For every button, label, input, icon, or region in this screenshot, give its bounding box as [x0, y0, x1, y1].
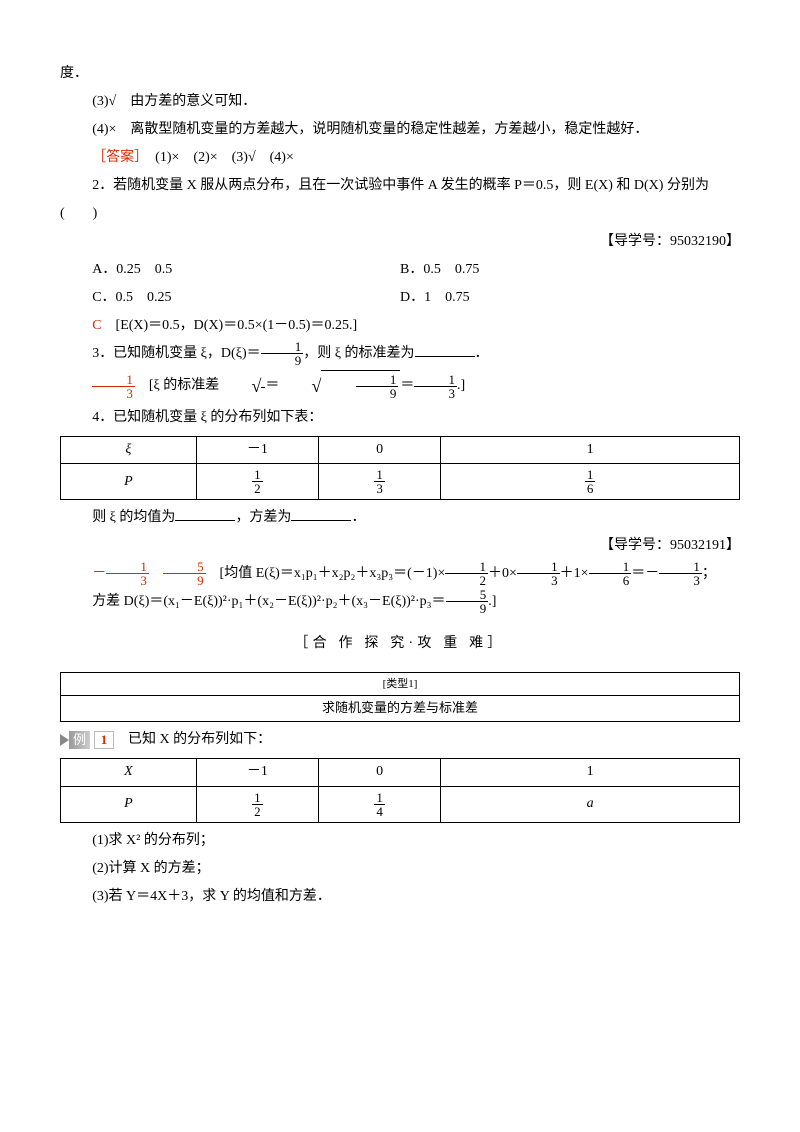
- fraction: 13: [659, 560, 702, 587]
- subquestion-3: (3)若 Y＝4X＋3，求 Y 的均值和方差．: [60, 883, 740, 911]
- table-row: 求随机变量的方差与标准差: [61, 696, 740, 722]
- example-label: 例: [69, 731, 90, 749]
- cell: 14: [319, 786, 441, 822]
- distribution-table-2: X －1 0 1 P 12 14 a: [60, 758, 740, 822]
- sqrt-1-9: √19: [279, 368, 400, 404]
- blank: [291, 506, 351, 521]
- options-row-1: A．0.25 0.5 B．0.5 0.75: [60, 256, 740, 284]
- fraction: 13: [517, 560, 560, 587]
- blank: [175, 506, 235, 521]
- table-row: X －1 0 1: [61, 759, 740, 786]
- subquestion-1: (1)求 X² 的分布列；: [60, 827, 740, 855]
- a4-b: ＋0×: [488, 566, 517, 581]
- cell-p: P: [61, 786, 197, 822]
- a3-part-d: .]: [457, 378, 465, 393]
- answer-line: ［答案］ (1)× (2)× (3)√ (4)×: [60, 144, 740, 172]
- cell: －1: [196, 759, 318, 786]
- sqrt-d-xi: √: [219, 368, 265, 404]
- example-number: 1: [94, 731, 114, 749]
- a4-e: ；: [702, 566, 716, 581]
- a4-c: ＋1×: [560, 566, 589, 581]
- fraction: 12: [445, 560, 488, 587]
- a3-part-a: [ξ 的标准差: [135, 378, 219, 393]
- question-4b: 则 ξ 的均值为 ，方差为 ．: [60, 504, 740, 532]
- option-d: D．1 0.75: [400, 284, 740, 312]
- table-row: ξ －1 0 1: [61, 437, 740, 464]
- q3-part-b: ，则 ξ 的标准差为: [303, 346, 414, 361]
- text-line: (3)√ 由方差的意义可知．: [60, 88, 740, 116]
- type-label-cell: [类型1]: [61, 673, 740, 696]
- table-row: [类型1]: [61, 673, 740, 696]
- a4-var-a: 方差 D(ξ)＝(x₁－E(ξ))²·p₁＋(x₂－E(ξ))²·p₂＋(x₃－…: [92, 594, 445, 609]
- example-1-header: 例 1 已知 X 的分布列如下：: [60, 726, 740, 754]
- fraction-1-3-red: 13: [92, 373, 135, 400]
- arrow-icon: [60, 734, 69, 746]
- cell: 12: [196, 464, 318, 500]
- a3-part-b: ＝: [265, 378, 279, 393]
- question-3: 3．已知随机变量 ξ，D(ξ)＝19，则 ξ 的标准差为 ．: [60, 340, 740, 368]
- cell: 12: [196, 786, 318, 822]
- answer-4-mean: －13 59 [均值 E(ξ)＝x₁p₁＋x₂p₂＋x₃p₃＝(－1)×12＋0…: [60, 560, 740, 588]
- example-text: 已知 X 的分布列如下：: [114, 726, 271, 754]
- cell: 16: [441, 464, 740, 500]
- section-heading: ［合 作 探 究·攻 重 难］: [60, 630, 740, 658]
- cell: 1: [441, 437, 740, 464]
- answer-4-var: 方差 D(ξ)＝(x₁－E(ξ))²·p₁＋(x₂－E(ξ))²·p₂＋(x₃－…: [60, 588, 740, 616]
- cell: 13: [319, 464, 441, 500]
- cell: －1: [196, 437, 318, 464]
- table-row: P 12 13 16: [61, 464, 740, 500]
- option-a: A．0.25 0.5: [60, 256, 400, 284]
- answer-3: 13 [ξ 的标准差√＝√19＝13.]: [60, 368, 740, 404]
- answer-body: (1)× (2)× (3)√ (4)×: [141, 150, 294, 165]
- q3-part-a: 3．已知随机变量 ξ，D(ξ)＝: [92, 346, 260, 361]
- cell-x: X: [61, 759, 197, 786]
- a4-d: ＝－: [631, 566, 659, 581]
- fraction-1-3: 13: [414, 373, 457, 400]
- type-box-table: [类型1] 求随机变量的方差与标准差: [60, 672, 740, 722]
- q4b-b: ，方差为: [235, 510, 291, 525]
- guide-number: 【导学号：95032190】: [60, 228, 740, 256]
- answer-4-prefix: －13 59: [92, 566, 205, 581]
- question-4: 4．已知随机变量 ξ 的分布列如下表：: [60, 404, 740, 432]
- answer-label: ［答案］: [92, 150, 141, 165]
- page: 度． (3)√ 由方差的意义可知． (4)× 离散型随机变量的方差越大，说明随机…: [0, 0, 800, 1132]
- cell-xi: ξ: [61, 437, 197, 464]
- a4-var-b: .]: [488, 594, 496, 609]
- answer-c: C [E(X)＝0.5，D(X)＝0.5×(1－0.5)＝0.25.]: [60, 312, 740, 340]
- answer-letter: C: [92, 318, 101, 333]
- type-title-cell: 求随机变量的方差与标准差: [61, 696, 740, 722]
- option-b: B．0.5 0.75: [400, 256, 740, 284]
- q3-part-c: ．: [475, 346, 489, 361]
- cell: a: [441, 786, 740, 822]
- fraction-5-9: 59: [446, 588, 489, 615]
- question-2: 2．若随机变量 X 服从两点分布，且在一次试验中事件 A 发生的概率 P＝0.5…: [60, 172, 740, 228]
- fraction: 16: [589, 560, 632, 587]
- fraction-1-9: 19: [261, 340, 304, 367]
- subquestion-2: (2)计算 X 的方差；: [60, 855, 740, 883]
- q4b-a: 则 ξ 的均值为: [92, 510, 175, 525]
- distribution-table-1: ξ －1 0 1 P 12 13 16: [60, 436, 740, 500]
- cell: 0: [319, 437, 441, 464]
- options-row-2: C．0.5 0.25 D．1 0.75: [60, 284, 740, 312]
- option-c: C．0.5 0.25: [60, 284, 400, 312]
- cell: 0: [319, 759, 441, 786]
- text-line: 度．: [60, 60, 740, 88]
- answer-c-body: [E(X)＝0.5，D(X)＝0.5×(1－0.5)＝0.25.]: [102, 318, 358, 333]
- a3-part-c: ＝: [400, 378, 414, 393]
- cell: 1: [441, 759, 740, 786]
- text-line: (4)× 离散型随机变量的方差越大，说明随机变量的稳定性越差，方差越小，稳定性越…: [60, 116, 740, 144]
- blank: [415, 342, 475, 357]
- table-row: P 12 14 a: [61, 786, 740, 822]
- a4-a: [均值 E(ξ)＝x₁p₁＋x₂p₂＋x₃p₃＝(－1)×: [206, 566, 446, 581]
- q4b-c: ．: [351, 510, 365, 525]
- cell-p: P: [61, 464, 197, 500]
- guide-number: 【导学号：95032191】: [60, 532, 740, 560]
